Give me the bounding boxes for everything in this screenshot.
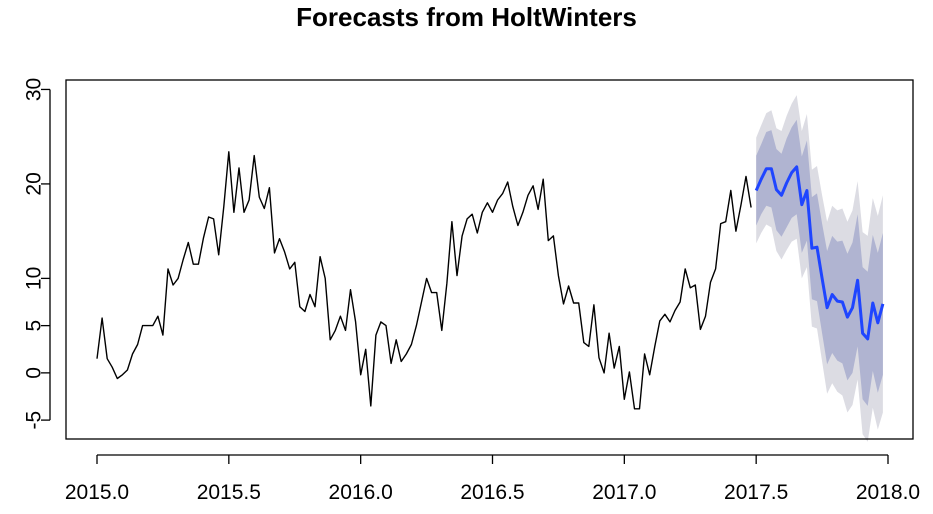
forecast-line bbox=[754, 165, 885, 341]
y-tick-label: 0 bbox=[23, 367, 46, 379]
y-axis: -5 0 5 10 20 30 bbox=[23, 78, 51, 430]
plot-frame bbox=[65, 79, 914, 440]
x-tick-label: 2015.5 bbox=[197, 481, 261, 504]
x-tick-label: 2016.0 bbox=[329, 481, 393, 504]
y-tick-label: 10 bbox=[23, 267, 46, 290]
chart-title: Forecasts from HoltWinters bbox=[296, 2, 637, 32]
y-tick-label: 30 bbox=[23, 78, 46, 101]
x-axis: 2015.0 2015.5 2016.0 2016.5 2017.0 2017.5 2018… bbox=[65, 454, 920, 504]
x-tick-label: 2018.0 bbox=[856, 481, 920, 504]
x-tick-label: 2015.0 bbox=[65, 481, 129, 504]
y-tick-label: -5 bbox=[23, 411, 46, 430]
y-tick-label: 20 bbox=[23, 172, 46, 195]
x-tick-label: 2016.5 bbox=[460, 481, 524, 504]
x-tick-label: 2017.0 bbox=[592, 481, 656, 504]
x-tick-label: 2017.5 bbox=[724, 481, 788, 504]
series-lines bbox=[96, 151, 885, 410]
y-tick-label: 5 bbox=[23, 320, 46, 332]
observed-line bbox=[96, 151, 752, 410]
